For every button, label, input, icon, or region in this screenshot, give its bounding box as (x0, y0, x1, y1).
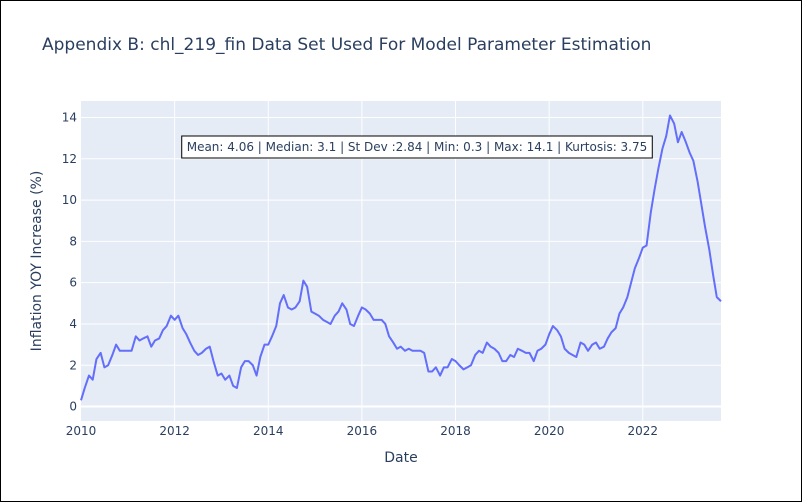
y-tick-label: 10 (62, 193, 77, 207)
x-tick-label: 2020 (534, 424, 565, 438)
y-tick-label: 14 (62, 111, 77, 125)
series-line (80, 114, 722, 401)
x-tick-label: 2018 (440, 424, 471, 438)
y-tick-label: 2 (69, 358, 77, 372)
y-tick-label: 8 (69, 234, 77, 248)
x-tick-label: 2012 (159, 424, 190, 438)
x-tick-label: 2022 (628, 424, 659, 438)
y-tick-label: 4 (69, 317, 77, 331)
stats-annotation: Mean: 4.06 | Median: 3.1 | St Dev :2.84 … (187, 140, 648, 154)
y-gridlines (81, 117, 721, 366)
x-tick-label: 2016 (347, 424, 378, 438)
y-tick-labels: 0 2 4 6 8 10 12 14 (62, 111, 77, 414)
y-tick-label: 6 (69, 276, 77, 290)
x-tick-label: 2014 (253, 424, 284, 438)
x-tick-label: 2010 (66, 424, 97, 438)
stats-annotation-box (181, 135, 653, 159)
x-tick-labels: 2010 2012 2014 2016 2018 2020 2022 (66, 424, 658, 438)
y-tick-label: 0 (69, 400, 77, 414)
y-tick-label: 12 (62, 152, 77, 166)
chart-title: Appendix B: chl_219_fin Data Set Used Fo… (42, 35, 652, 55)
y-axis-title: Inflation YOY Increase (%) (29, 171, 45, 352)
x-axis-title: Date (384, 450, 417, 466)
